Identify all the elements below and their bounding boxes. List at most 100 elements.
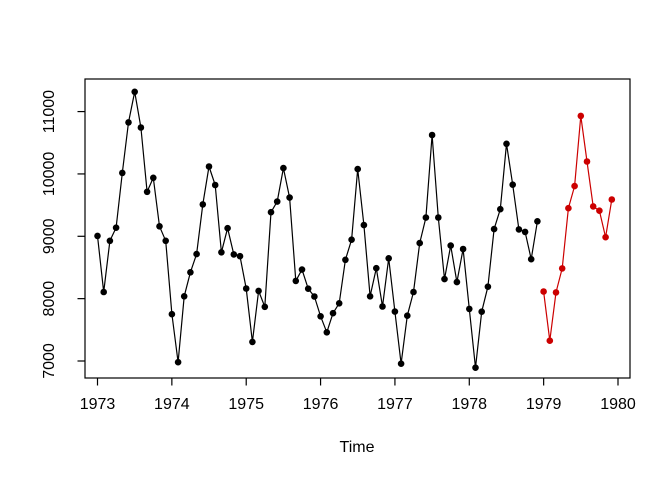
x-axis-tick-label: 1977 [377,396,413,413]
observed-data-point [459,245,467,253]
forecast-1979-data-point [589,203,597,210]
observed-data-point [515,226,523,233]
observed-line [96,91,539,369]
observed-data-point [286,194,293,201]
observed-data-point [527,255,535,263]
observed-data-point [348,236,355,243]
x-axis-tick-label: 1978 [451,396,487,413]
observed-data-point [292,277,300,285]
observed-data-point [119,169,126,177]
observed-data-point [404,312,411,320]
plot-border [84,78,631,379]
forecast-1979-line [542,115,613,342]
observed-data-point [261,303,269,311]
observed-data-point [187,269,194,276]
y-axis-tick-label: 8000 [41,281,58,317]
observed-data-point [323,329,331,336]
observed-data-point [497,205,504,213]
observed-data-point [441,275,448,283]
observed-data-point [230,251,238,258]
observed-data-point [397,360,405,368]
observed-data-point [249,338,256,346]
observed-data-point [447,242,455,249]
x-axis: 1973 1974 1975 1976 1977 1978 1979 1980 [80,378,636,413]
observed-data-point [391,308,399,315]
observed-data-point [478,308,486,316]
x-axis-tick-label: 1979 [526,396,562,413]
observed-data-point [125,119,132,126]
observed-data-point [112,224,120,231]
forecast-1979-data-point [540,288,547,295]
observed-data-point [156,223,163,230]
observed-data-point [162,237,169,245]
observed-data-point [174,358,182,366]
y-axis-tick-label: 11000 [41,90,58,133]
observed-data-point [534,218,541,225]
forecast-1979-data-point [596,207,603,214]
forecast-1979-data-point [552,289,560,296]
forecast-1979-data-point [565,204,572,212]
observed-data-point [304,285,312,293]
observed-data-point [199,201,207,208]
observed-data-point [410,288,417,296]
observed-data-point [298,266,306,273]
observed-data-point [242,285,250,292]
y-axis-tick-label: 10000 [41,152,58,197]
observed-data-point [521,228,529,236]
x-axis-tick-label: 1973 [80,396,116,413]
observed-data-point [360,221,368,229]
observed-data-point [379,303,386,310]
observed-data-point [100,288,107,296]
observed-data-point [342,256,349,264]
observed-data-point [94,232,101,240]
observed-data-point [366,293,374,300]
observed-data-point [168,310,176,318]
x-axis-tick-label: 1980 [600,396,636,413]
forecast-1979-data-point [546,337,554,345]
x-axis-title: Time [340,439,375,456]
observed-data-point [205,163,213,170]
observed-data-point [422,214,430,221]
forecast-1979-data-point [558,265,566,272]
x-axis-tick-label: 1976 [303,396,339,413]
observed-data-point [472,364,479,372]
observed-data-point [255,287,262,295]
y-axis-tick-label: 9000 [41,218,58,254]
observed-data-point [150,174,157,182]
observed-data-point [385,254,393,262]
y-axis: 7000 8000 9000 10000 11000 [41,90,85,379]
forecast-1979-data-point [608,196,616,203]
observed-data-point [373,264,380,272]
observed-data-point [503,140,510,148]
forecast-1979-data-point [602,233,609,241]
observed-data-point [490,225,498,233]
observed-data-point [280,164,287,172]
observed-data-point [211,181,219,189]
plot-series [94,88,616,372]
observed-data-point [317,313,324,320]
observed-data-point [428,131,436,139]
observed-data-point [106,237,114,245]
observed-data-point [509,181,516,188]
y-axis-tick-label: 7000 [41,343,58,379]
observed-data-point [335,300,343,307]
forecast-1979-data-point [577,112,585,120]
forecast-1979-data-point [583,158,591,165]
x-axis-tick-label: 1975 [228,396,264,413]
observed-data-point [180,293,188,300]
observed-data-point [435,214,442,221]
observed-data-point [193,250,200,258]
observed-data-point [137,124,145,131]
observed-data-point [354,165,362,173]
observed-data-point [466,305,473,313]
observed-data-point [311,293,318,300]
forecast-1979-data-point [571,182,578,190]
x-axis-tick-label: 1974 [154,396,190,413]
observed-data-point [131,88,138,96]
observed-data-point [267,208,275,216]
observed-data-point [224,224,231,232]
observed-data-point [143,188,151,196]
observed-data-point [416,239,424,247]
